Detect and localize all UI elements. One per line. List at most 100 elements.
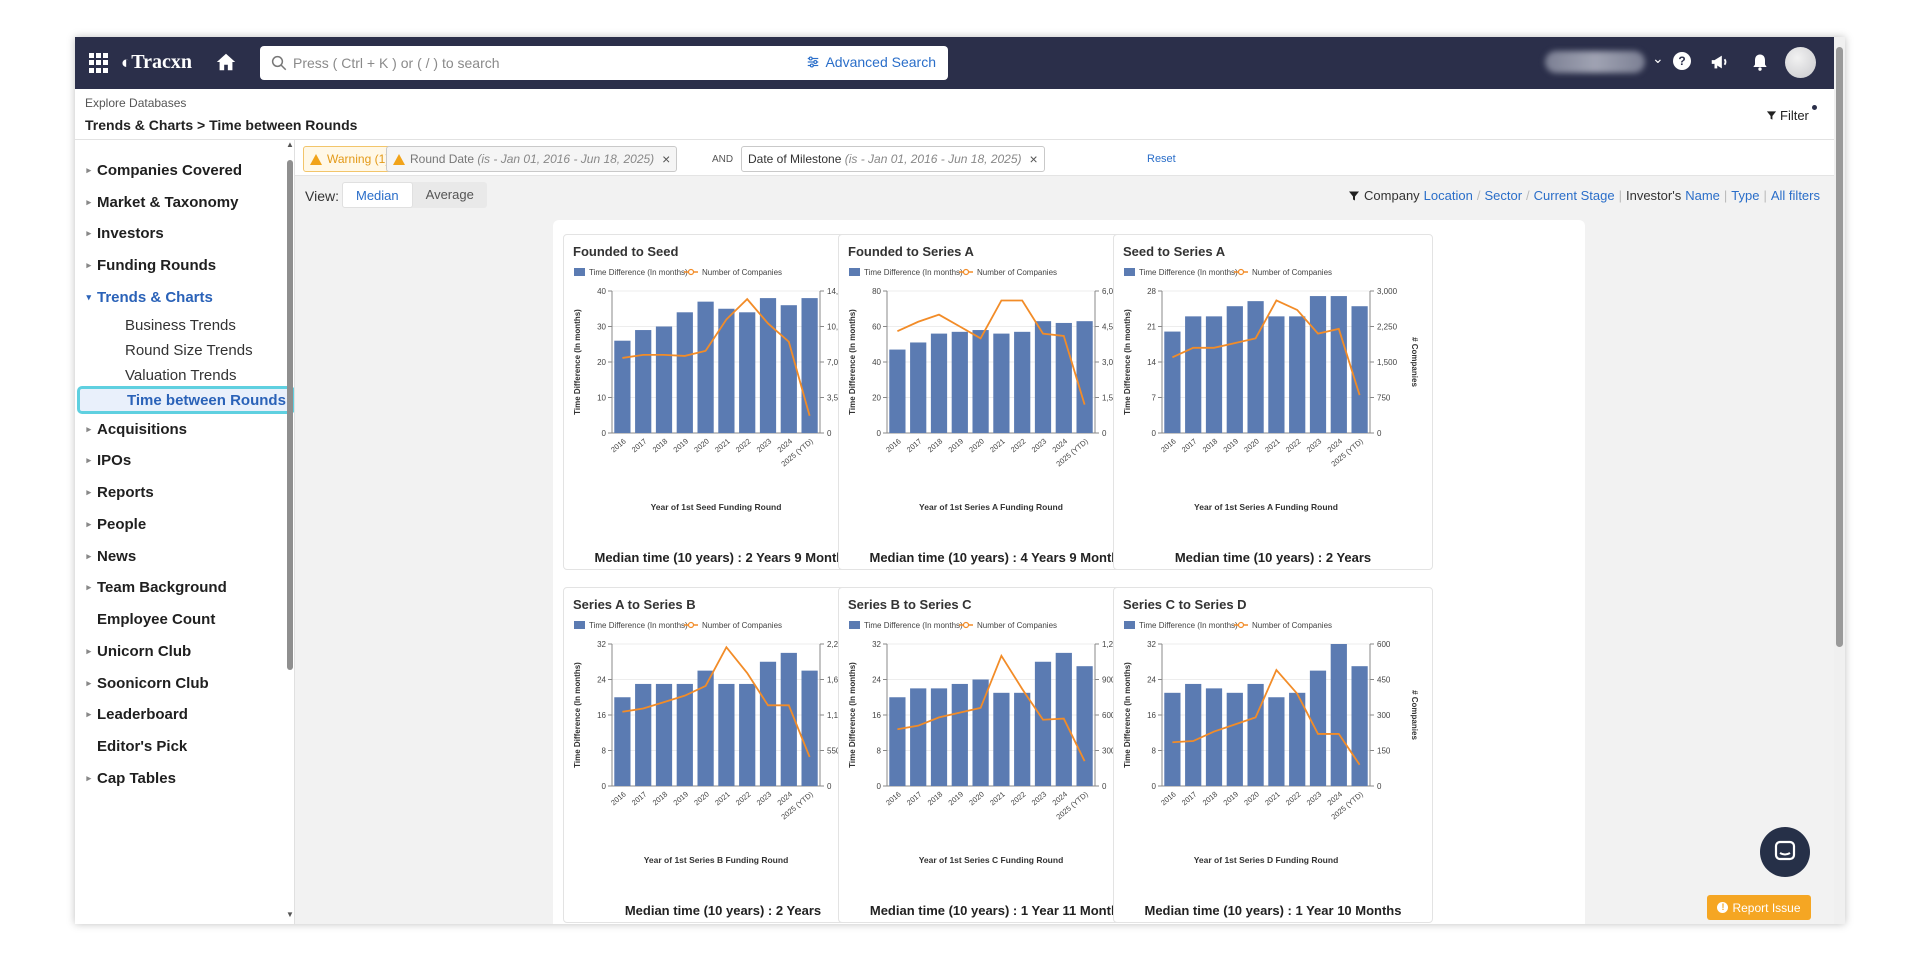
- sidebar-item-funding-rounds[interactable]: ▸ Funding Rounds: [75, 251, 285, 279]
- sidebar-item-employee-count[interactable]: Employee Count: [75, 605, 285, 633]
- bar: [614, 340, 631, 433]
- chat-support-button[interactable]: [1760, 827, 1810, 877]
- caret-down-icon: ▾: [86, 291, 91, 302]
- investor-name-filter-link[interactable]: Name: [1685, 188, 1720, 203]
- legend-marker: [1237, 621, 1245, 629]
- scroll-up-icon[interactable]: ▲: [286, 140, 294, 149]
- sidebar-item-trends-charts[interactable]: ▾ Trends & Charts: [75, 283, 285, 311]
- warning-chip[interactable]: Warning (1): [303, 146, 397, 172]
- sidebar-subitem-round-size-trends[interactable]: Round Size Trends: [125, 341, 253, 359]
- legend-label: Number of Companies: [1252, 621, 1332, 630]
- y2-tick-label: 1,650: [827, 676, 848, 685]
- sidebar-item-ipos[interactable]: ▸ IPOs: [75, 446, 285, 474]
- x-tick-label: 2017: [630, 790, 649, 808]
- bar: [889, 697, 906, 786]
- sidebar-item-people[interactable]: ▸ People: [75, 510, 285, 538]
- bar: [759, 298, 777, 433]
- chart-summary: Median time (10 years) : 1 Year 11 Month…: [869, 903, 1127, 918]
- filter-chip-date-of-milestone[interactable]: Date of Milestone (is - Jan 01, 2016 - J…: [741, 146, 1045, 172]
- bar: [739, 312, 756, 433]
- view-option-average[interactable]: Average: [425, 187, 474, 202]
- x-tick-label: 2016: [609, 437, 628, 455]
- current-stage-filter-link[interactable]: Current Stage: [1533, 188, 1615, 203]
- y-tick-label: 16: [1147, 711, 1156, 720]
- sidebar-scrollbar[interactable]: ▲ ▼: [285, 140, 294, 924]
- sidebar-subitem-valuation-trends[interactable]: Valuation Trends: [125, 366, 237, 384]
- user-name-blurred[interactable]: [1545, 51, 1645, 73]
- bar: [1205, 316, 1223, 433]
- grid-menu-icon[interactable]: [89, 53, 109, 73]
- x-tick-label: 2023: [1305, 437, 1324, 455]
- y2-tick-label: 600: [1377, 640, 1391, 649]
- megaphone-icon[interactable]: [1709, 51, 1731, 73]
- filter-button[interactable]: Filter: [1766, 108, 1809, 123]
- report-issue-button[interactable]: ! Report Issue: [1707, 895, 1811, 920]
- legend-swatch-bars: [849, 621, 860, 629]
- scrollbar-thumb[interactable]: [1836, 47, 1843, 647]
- y-tick-label: 0: [1152, 782, 1157, 791]
- legend-label: Time Difference (In months): [864, 268, 963, 277]
- x-tick-label: 2017: [630, 437, 649, 455]
- close-icon[interactable]: ×: [662, 151, 671, 167]
- x-tick-label: 2020: [967, 790, 986, 808]
- brand-logo[interactable]: ◐Tracxn: [121, 51, 193, 73]
- x-tick-label: 2019: [1222, 790, 1241, 808]
- sidebar-subitem-time-between-rounds[interactable]: Time between Rounds: [77, 386, 294, 414]
- view-label: View:: [305, 188, 339, 204]
- sidebar-item-acquisitions[interactable]: ▸ Acquisitions: [75, 415, 285, 443]
- sidebar-subitem-business-trends[interactable]: Business Trends: [125, 316, 236, 334]
- sidebar-item-team-background[interactable]: ▸ Team Background: [75, 573, 285, 601]
- location-filter-link[interactable]: Location: [1423, 188, 1473, 203]
- bell-icon[interactable]: [1750, 51, 1770, 73]
- advanced-search-button[interactable]: Advanced Search: [806, 54, 936, 70]
- search-input[interactable]: [293, 52, 753, 74]
- y2-tick-label: 750: [1377, 394, 1391, 403]
- y-tick-label: 24: [1147, 676, 1156, 685]
- sidebar-item-news[interactable]: ▸ News: [75, 542, 285, 570]
- sidebar-item-leaderboard[interactable]: ▸ Leaderboard: [75, 700, 285, 728]
- sidebar-item-companies-covered[interactable]: ▸ Companies Covered: [75, 156, 285, 184]
- notification-dot: [1812, 105, 1817, 110]
- investor-type-filter-link[interactable]: Type: [1731, 188, 1760, 203]
- chart-card-series-b-to-series-c: Series B to Series C Time Difference (In…: [838, 587, 1158, 923]
- sidebar-item-label: Reports: [97, 483, 154, 501]
- bar: [1034, 321, 1052, 433]
- chart-title: Series C to Series D: [1123, 597, 1247, 612]
- y2-tick-label: 900: [1102, 676, 1116, 685]
- charts-grid: Founded to Seed Time Difference (In mont…: [553, 220, 1585, 924]
- scroll-down-icon[interactable]: ▼: [286, 910, 294, 919]
- sector-filter-link[interactable]: Sector: [1484, 188, 1523, 203]
- sidebar-item-editors-pick[interactable]: Editor's Pick: [75, 732, 285, 760]
- view-option-median[interactable]: Median: [342, 182, 413, 208]
- help-icon[interactable]: ?: [1673, 52, 1691, 70]
- reset-link[interactable]: Reset: [1147, 153, 1176, 165]
- quick-filters: Company Location / Sector / Current Stage |…: [1348, 188, 1820, 203]
- sidebar-item-reports[interactable]: ▸ Reports: [75, 478, 285, 506]
- sidebar-item-cap-tables[interactable]: ▸ Cap Tables: [75, 764, 285, 792]
- x-tick-label: 2021: [1263, 790, 1282, 808]
- y-tick-label: 0: [602, 429, 607, 438]
- search-bar[interactable]: Advanced Search: [260, 46, 948, 80]
- bar: [1055, 322, 1072, 433]
- filter-chip-round-date[interactable]: Round Date (is - Jan 01, 2016 - Jun 18, …: [386, 146, 678, 172]
- bar: [1330, 296, 1347, 433]
- sidebar-item-soonicorn-club[interactable]: ▸ Soonicorn Club: [75, 669, 285, 697]
- all-filters-link[interactable]: All filters: [1770, 188, 1820, 203]
- y-tick-label: 16: [872, 711, 881, 720]
- y-tick-label: 14: [1147, 358, 1156, 367]
- chevron-down-icon[interactable]: ⌄: [1652, 50, 1664, 66]
- close-icon[interactable]: ×: [1029, 151, 1038, 167]
- scrollbar-thumb[interactable]: [287, 160, 293, 670]
- sidebar-item-investors[interactable]: ▸ Investors: [75, 219, 285, 247]
- breadcrumb-root[interactable]: Explore Databases: [85, 96, 187, 110]
- investors-label: Investor's: [1625, 188, 1682, 203]
- sidebar-item-market-taxonomy[interactable]: ▸ Market & Taxonomy: [75, 188, 285, 216]
- sidebar-item-unicorn-club[interactable]: ▸ Unicorn Club: [75, 637, 285, 665]
- y-tick-label: 16: [597, 711, 606, 720]
- home-icon[interactable]: [215, 51, 237, 73]
- bar: [676, 683, 693, 786]
- y-tick-label: 0: [877, 782, 882, 791]
- page-scrollbar[interactable]: [1834, 37, 1845, 924]
- avatar[interactable]: [1785, 47, 1816, 78]
- caret-right-icon: ▸: [86, 196, 91, 207]
